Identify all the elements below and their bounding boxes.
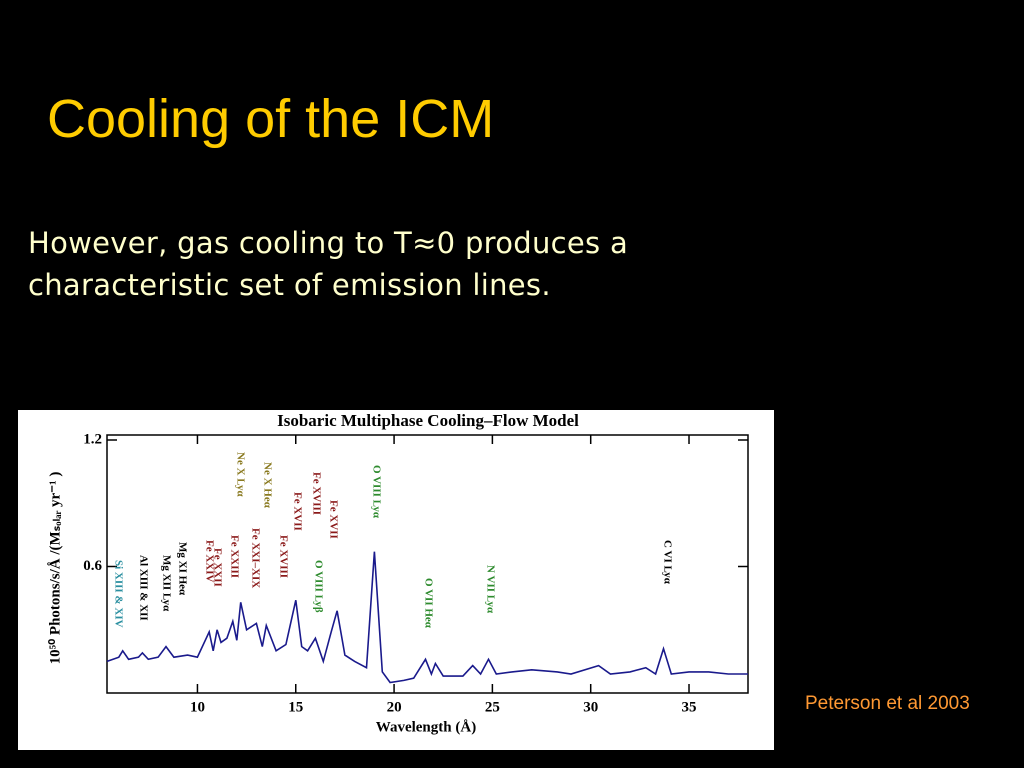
line-label: Mg XI Heα	[176, 542, 188, 596]
citation: Peterson et al 2003	[805, 693, 970, 714]
x-axis-label: Wavelength (Å)	[376, 719, 476, 735]
x-tick-label: 15	[288, 699, 303, 715]
plot-frame	[106, 434, 749, 694]
x-tick-label: 10	[190, 699, 205, 715]
body-text: characteristic set of emission lines.	[28, 268, 551, 302]
line-label: Ne X Heα	[261, 462, 273, 509]
line-label: Fe XXII	[211, 548, 223, 587]
y-tick-label: 1.2	[83, 431, 102, 447]
y-axis-label: 10⁵⁰ Photons/s/Å /(Mₛₒₗₐᵣ yr⁻¹ )	[47, 472, 63, 665]
line-label: Fe XVII	[291, 492, 303, 531]
line-label: O VIII Lyα	[370, 465, 382, 519]
line-label: C VI Lyα	[661, 540, 673, 585]
line-label: Fe XXIV	[203, 540, 215, 583]
slide-title: Cooling of the ICM	[47, 89, 495, 149]
x-tick-label: 30	[583, 699, 598, 715]
chart-title: Isobaric Multiphase Cooling–Flow Model	[277, 411, 579, 430]
body-text: However, gas cooling to T≈0 produces a	[28, 226, 629, 260]
line-label: Fe XVII	[327, 500, 339, 539]
line-label: N VII Lyα	[484, 565, 496, 614]
line-label: Al XIII & XII	[137, 555, 149, 621]
line-label: Fe XVIII	[310, 472, 322, 515]
line-label: Fe XXIII	[228, 535, 240, 578]
x-tick-label: 35	[682, 699, 697, 715]
line-label: Fe XXI–XIX	[249, 528, 261, 588]
line-label: Fe XVIII	[277, 535, 289, 578]
line-label: Ne X Lyα	[234, 452, 246, 498]
line-label: O VIII Lyβ	[312, 560, 324, 613]
y-tick-label: 0.6	[83, 558, 102, 574]
line-label: Mg XII Lyα	[160, 555, 172, 612]
x-tick-label: 20	[387, 699, 402, 715]
chart: Isobaric Multiphase Cooling–Flow Model W…	[18, 410, 774, 750]
line-label: Si XIII & XIV	[112, 560, 124, 628]
spectrum-line	[106, 551, 748, 684]
line-label: O VII Heα	[422, 578, 434, 629]
x-tick-label: 25	[485, 699, 500, 715]
